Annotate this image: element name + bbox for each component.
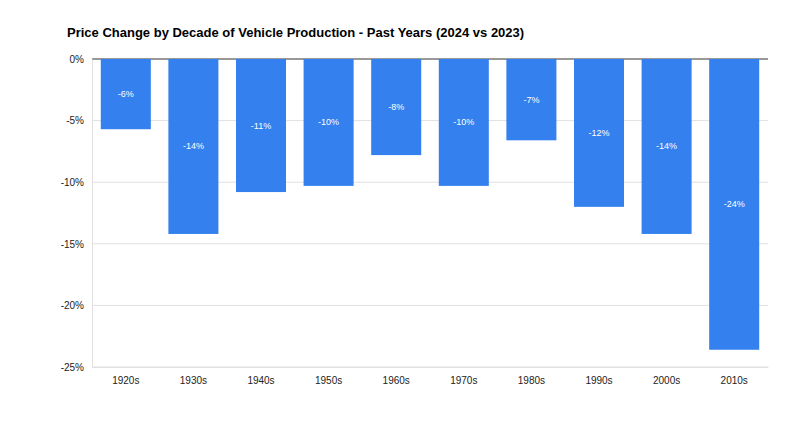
bar: [236, 59, 286, 192]
x-tick-label: 1970s: [450, 375, 477, 386]
y-tick-label: -20%: [61, 300, 84, 311]
x-tick-label: 2010s: [721, 375, 748, 386]
bar: [439, 59, 489, 186]
x-tick: 2000s: [653, 367, 680, 386]
x-tick-label: 1920s: [112, 375, 139, 386]
bar: [304, 59, 354, 186]
bar: [574, 59, 624, 207]
x-tick: 1950s: [315, 367, 342, 386]
grid-line: [92, 367, 768, 368]
x-axis-line: [93, 367, 769, 368]
x-tick-label: 2000s: [653, 375, 680, 386]
bar: [101, 59, 151, 129]
data-label: -10%: [453, 117, 474, 127]
y-tick-label: 0%: [70, 54, 85, 65]
data-label: -14%: [656, 141, 677, 151]
data-label: -24%: [724, 199, 745, 209]
data-labels: -6% -14% -11% -10% -8% -10% -7% -12% -14% -24%: [118, 89, 745, 209]
y-axis: -25% -20% -15% -10% -5% 0%: [61, 54, 93, 373]
x-tick: 1920s: [112, 367, 139, 386]
data-label: -8%: [388, 102, 404, 112]
y-tick: -10%: [61, 177, 92, 188]
grid-line: [92, 243, 768, 244]
title: Price Change by Decade of Vehicle Produc…: [67, 25, 524, 40]
y-tick-label: -10%: [61, 177, 84, 188]
chart: Price Change by Decade of Vehicle Produc…: [0, 0, 795, 421]
bar: [168, 59, 218, 234]
y-tick: -25%: [61, 362, 92, 373]
y-tick-label: -25%: [61, 362, 84, 373]
y-tick: -20%: [61, 300, 92, 311]
y-tick-label: -5%: [66, 115, 84, 126]
x-tick-label: 1990s: [585, 375, 612, 386]
data-label: -6%: [118, 89, 134, 99]
x-tick: 1930s: [180, 367, 207, 386]
x-tick: 1970s: [450, 367, 477, 386]
x-tick: 1980s: [518, 367, 545, 386]
grid-line: [92, 305, 768, 306]
bar: [709, 59, 759, 350]
x-tick: 1940s: [247, 367, 274, 386]
y-tick-label: -15%: [61, 239, 84, 250]
x-tick-label: 1980s: [518, 375, 545, 386]
x-tick: 1960s: [383, 367, 410, 386]
bar: [642, 59, 692, 234]
x-tick-label: 1930s: [180, 375, 207, 386]
bars: [101, 59, 759, 350]
x-tick-label: 1960s: [383, 375, 410, 386]
data-label: -10%: [318, 117, 339, 127]
y-axis-line: [92, 60, 93, 368]
x-tick: 2010s: [721, 367, 748, 386]
y-tick: -5%: [66, 115, 92, 126]
data-label: -7%: [523, 95, 539, 105]
x-tick: 1990s: [585, 367, 612, 386]
x-tick-label: 1940s: [247, 375, 274, 386]
bar: [506, 59, 556, 140]
grid: [92, 59, 768, 367]
bar: [371, 59, 421, 155]
data-label: -12%: [588, 128, 609, 138]
data-label: -14%: [183, 141, 204, 151]
x-axis: 1920s 1930s 1940s 1950s 1960s 1970s 1980s 1990s…: [93, 367, 769, 386]
y-tick: 0%: [70, 54, 92, 65]
data-label: -11%: [251, 121, 271, 131]
x-tick-label: 1950s: [315, 375, 342, 386]
plot: -25% -20% -15% -10% -5% 0% 1920s 1930s 1940s 1950…: [61, 54, 769, 386]
y-tick: -15%: [61, 239, 92, 250]
